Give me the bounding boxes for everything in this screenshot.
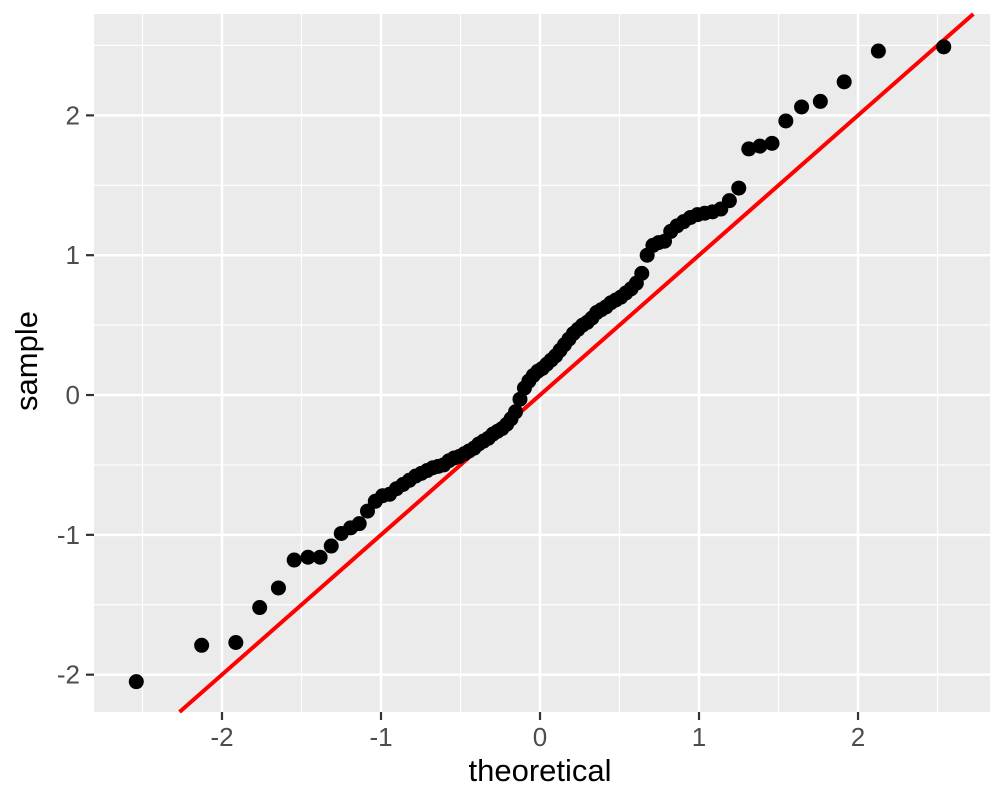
data-point bbox=[351, 516, 367, 532]
data-point bbox=[778, 113, 794, 129]
x-tick-label: -1 bbox=[369, 722, 392, 752]
data-point bbox=[252, 600, 268, 616]
data-point bbox=[752, 138, 768, 154]
data-point bbox=[312, 549, 328, 565]
data-point bbox=[508, 404, 524, 420]
data-point bbox=[812, 93, 828, 109]
y-tick-label: 2 bbox=[66, 100, 80, 130]
data-point bbox=[836, 74, 852, 90]
y-tick-label: -2 bbox=[57, 660, 80, 690]
y-tick-label: 0 bbox=[66, 380, 80, 410]
data-point bbox=[300, 549, 316, 565]
data-point bbox=[286, 552, 302, 568]
data-point bbox=[764, 135, 780, 151]
data-point bbox=[128, 674, 144, 690]
x-axis-title: theoretical bbox=[468, 753, 611, 788]
x-tick-label: -2 bbox=[210, 722, 233, 752]
data-point bbox=[194, 637, 210, 653]
y-tick-label: -1 bbox=[57, 520, 80, 550]
data-point bbox=[731, 180, 747, 196]
plot-panel-layer bbox=[94, 12, 990, 714]
axis-tick-layer: -2 -1 0 1 2 -2 -1 0 1 2 bbox=[57, 100, 865, 752]
x-tick-label: 2 bbox=[851, 722, 865, 752]
data-point bbox=[228, 635, 244, 651]
data-point bbox=[323, 538, 339, 554]
y-axis-title: sample bbox=[9, 311, 44, 411]
y-tick-label: 1 bbox=[66, 240, 80, 270]
data-point bbox=[794, 99, 810, 115]
data-point bbox=[721, 193, 737, 209]
data-point bbox=[870, 43, 886, 59]
data-point bbox=[936, 39, 952, 55]
x-tick-label: 0 bbox=[533, 722, 547, 752]
data-point bbox=[270, 580, 286, 596]
x-tick-label: 1 bbox=[692, 722, 706, 752]
data-point bbox=[634, 265, 650, 281]
reference-line bbox=[178, 12, 975, 714]
